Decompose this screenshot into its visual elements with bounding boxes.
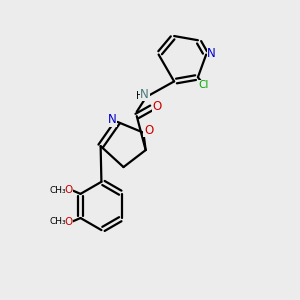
Text: O: O	[144, 124, 153, 137]
Text: Cl: Cl	[199, 80, 209, 91]
Text: O: O	[64, 185, 73, 195]
Text: O: O	[64, 217, 73, 227]
Text: H: H	[136, 91, 143, 101]
Text: N: N	[207, 47, 216, 60]
Text: N: N	[108, 113, 117, 126]
Text: CH₃: CH₃	[50, 186, 66, 195]
Text: O: O	[152, 100, 161, 113]
Text: CH₃: CH₃	[50, 217, 66, 226]
Text: N: N	[140, 88, 149, 100]
